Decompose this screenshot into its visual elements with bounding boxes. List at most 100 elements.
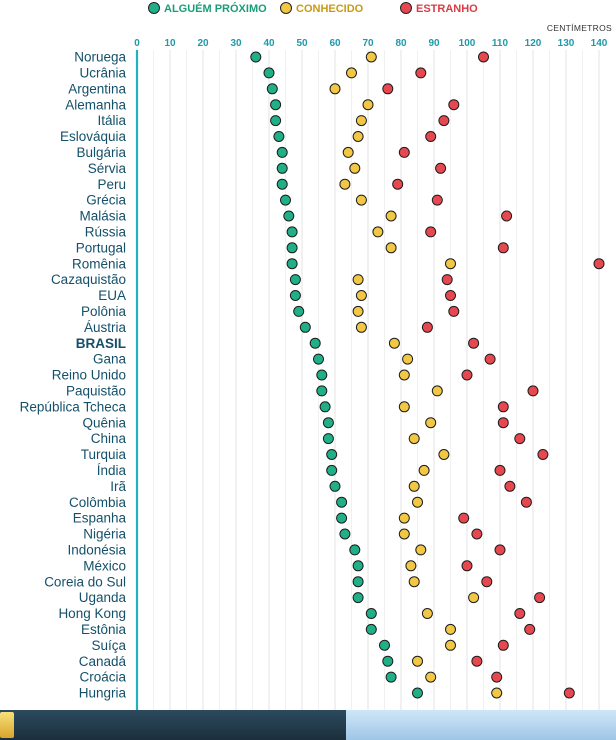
point-conhecido — [408, 433, 420, 445]
country-label: Hong Kong — [58, 606, 126, 621]
point-proximo — [352, 576, 364, 588]
point-conhecido — [385, 242, 397, 254]
country-label: Quênia — [82, 415, 126, 430]
start-button[interactable] — [0, 712, 14, 738]
country-label: Portugal — [76, 240, 126, 255]
point-estranho — [527, 385, 539, 397]
point-estranho — [501, 210, 513, 222]
country-row: Portugal — [76, 240, 509, 255]
point-conhecido — [352, 131, 364, 142]
country-label: Malásia — [79, 209, 126, 224]
point-conhecido — [355, 321, 367, 333]
point-estranho — [471, 655, 483, 667]
country-row: Cazaquistão — [51, 272, 453, 287]
point-conhecido — [346, 67, 357, 79]
country-row: Eslováquia — [60, 129, 437, 144]
point-conhecido — [415, 544, 427, 556]
point-proximo — [273, 131, 285, 142]
point-proximo — [276, 146, 288, 158]
x-tick-label: 60 — [329, 38, 341, 49]
country-row: República Tcheca — [20, 399, 509, 414]
point-conhecido — [412, 496, 423, 508]
country-label: Irã — [110, 479, 126, 494]
point-conhecido — [405, 560, 417, 572]
country-row: Gana — [93, 352, 496, 367]
point-estranho — [382, 83, 394, 95]
point-proximo — [326, 449, 338, 460]
point-conhecido — [425, 417, 437, 429]
taskbar-tray — [346, 710, 616, 740]
point-estranho — [514, 608, 526, 619]
x-axis-ticks: 0 10 20 30 40 50 60 70 80 90 100 110 120 130 140 — [134, 38, 608, 49]
point-conhecido — [355, 194, 367, 206]
point-proximo — [336, 496, 348, 508]
point-proximo — [412, 687, 423, 699]
point-estranho — [563, 687, 575, 699]
country-row: Hungria — [79, 686, 575, 701]
country-row: Sérvia — [88, 161, 447, 176]
point-conhecido — [468, 592, 480, 604]
country-label: México — [83, 558, 126, 573]
country-label: República Tcheca — [20, 399, 127, 414]
point-estranho — [497, 401, 509, 413]
point-estranho — [415, 67, 427, 79]
point-estranho — [524, 623, 536, 635]
country-row: Suíça — [91, 638, 509, 653]
point-proximo — [289, 274, 301, 286]
x-tick-label: 140 — [591, 38, 608, 49]
point-conhecido — [398, 528, 410, 540]
country-label: BRASIL — [76, 336, 126, 351]
legend-proximo-marker — [148, 2, 160, 14]
country-label: Coreia do Sul — [44, 574, 126, 589]
country-row: Irã — [110, 479, 516, 494]
x-tick-label: 0 — [134, 38, 140, 49]
country-row: BRASIL — [76, 336, 480, 351]
point-conhecido — [398, 512, 410, 524]
point-conhecido — [412, 655, 423, 667]
country-row: Malásia — [79, 209, 513, 224]
point-estranho — [537, 449, 549, 460]
country-row: Espanha — [73, 511, 470, 526]
point-conhecido — [329, 83, 341, 95]
country-label: Peru — [97, 177, 126, 192]
point-proximo — [280, 194, 291, 206]
point-proximo — [286, 242, 298, 254]
country-row: Reino Unido — [52, 368, 473, 383]
country-row: Colômbia — [69, 495, 532, 510]
point-estranho — [461, 369, 473, 381]
x-tick-label: 40 — [263, 38, 275, 49]
country-row: Paquistão — [66, 384, 539, 399]
x-tick-label: 90 — [428, 38, 440, 49]
point-estranho — [421, 321, 433, 333]
point-proximo — [319, 401, 331, 413]
country-label: Colômbia — [69, 495, 127, 510]
country-row: China — [91, 431, 526, 446]
point-proximo — [299, 321, 311, 333]
point-conhecido — [431, 385, 443, 397]
point-estranho — [593, 258, 605, 270]
country-row: Estônia — [81, 622, 536, 637]
point-proximo — [322, 417, 334, 429]
point-proximo — [379, 639, 390, 651]
country-label: Cazaquistão — [51, 272, 126, 287]
legend-conhecido-marker — [280, 2, 292, 14]
country-row: Bulgária — [76, 145, 410, 160]
point-conhecido — [408, 480, 420, 492]
country-row: Nigéria — [83, 527, 483, 542]
country-row: Rússia — [85, 225, 437, 240]
taskbar — [0, 710, 616, 740]
x-tick-label: 80 — [395, 38, 407, 49]
point-conhecido — [352, 305, 364, 317]
point-proximo — [385, 671, 397, 683]
country-row: Turquia — [81, 447, 549, 462]
country-row: Polônia — [81, 304, 460, 319]
legend-proximo-label: ALGUÉM PRÓXIMO — [164, 2, 267, 15]
point-conhecido — [352, 274, 364, 286]
point-estranho — [392, 178, 404, 190]
country-row: Quênia — [82, 415, 509, 430]
point-conhecido — [445, 623, 456, 635]
country-label: Estônia — [81, 622, 127, 637]
x-tick-label: 110 — [492, 38, 509, 49]
country-label: Hungria — [79, 686, 127, 701]
point-proximo — [316, 385, 328, 397]
